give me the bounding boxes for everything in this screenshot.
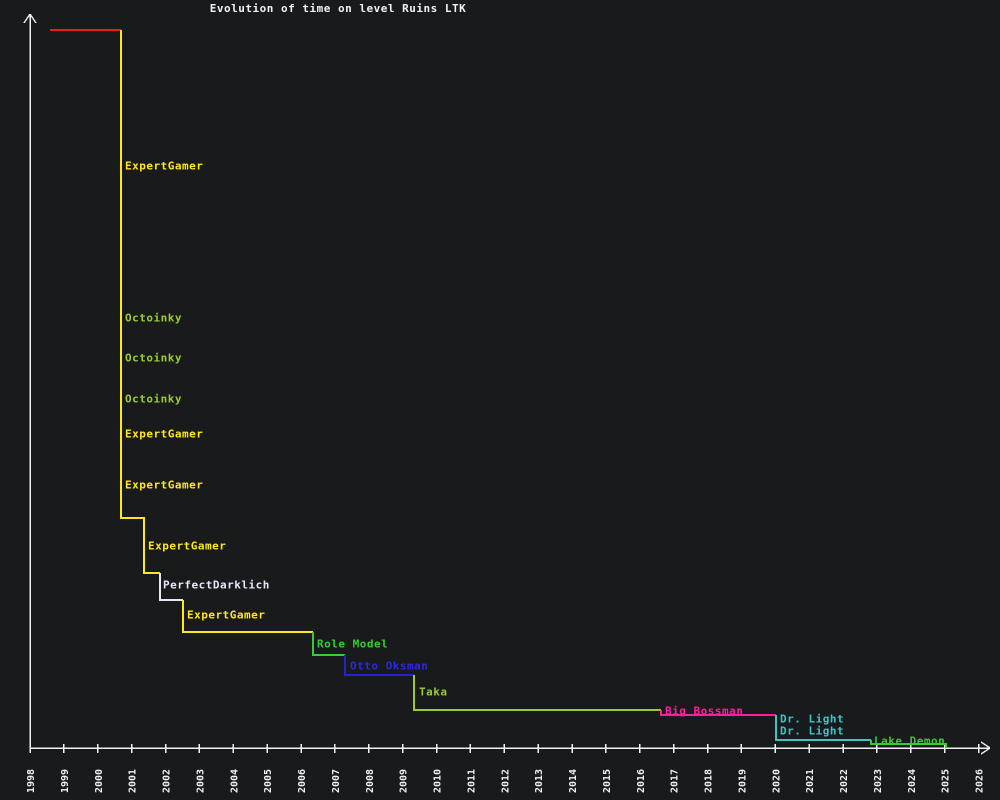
record-label: Taka [419, 686, 448, 699]
axis-tick-label: 2023 [873, 769, 884, 793]
record-segment-expertgamer-octoinky-2000 [120, 30, 160, 574]
record-segment-taka [413, 675, 661, 711]
record-label: ExpertGamer [187, 609, 265, 622]
record-label: Lake Demon [874, 735, 945, 748]
x-axis-arrow [980, 741, 991, 749]
record-label: PerfectDarklich [163, 579, 270, 592]
axis-tick-label: 2015 [602, 769, 613, 793]
axis-tick-label: 2006 [297, 769, 308, 793]
record-segment-big-bossman [660, 710, 776, 716]
record-label: Dr. Light [780, 713, 844, 726]
record-label: Octoinky [125, 312, 182, 325]
record-label: Role Model [317, 638, 388, 651]
y-axis-arrow [29, 13, 37, 24]
axis-tick-label: 2012 [500, 769, 511, 793]
axis-tick-label: 2003 [195, 769, 206, 793]
axis-tick-label: 2009 [399, 769, 410, 793]
record-segment-expertgamer-2002 [182, 600, 313, 633]
record-label: ExpertGamer [125, 160, 203, 173]
y-axis-arrow [23, 13, 31, 24]
axis-tick-label: 2007 [331, 769, 342, 793]
record-label: Dr. Light [780, 725, 844, 738]
axis-tick-label: 2018 [704, 769, 715, 793]
axis-tick-label: 2008 [365, 769, 376, 793]
axis-tick-label: 2004 [229, 769, 240, 793]
axis-tick-label: 2016 [636, 769, 647, 793]
record-segment-perfectdarklich [159, 573, 183, 601]
axis-tick-label: 2025 [941, 769, 952, 793]
axis-tick-label: 2014 [568, 769, 579, 793]
record-segment-otto-oksman [344, 655, 414, 676]
record-label: Octoinky [125, 393, 182, 406]
record-segment-role-model [312, 632, 345, 656]
axis-tick-label: 2019 [737, 769, 748, 793]
x-axis-arrow [980, 747, 991, 755]
axis-tick-label: 2002 [162, 769, 173, 793]
axis-tick-label: 2020 [771, 769, 782, 793]
record-label: Otto Oksman [350, 660, 428, 673]
axis-tick-label: 2021 [805, 769, 816, 793]
axis-tick-label: 2001 [128, 769, 139, 793]
record-segment-lake-demon [870, 740, 947, 748]
record-label: Octoinky [125, 352, 182, 365]
axis-tick-label: 2000 [94, 769, 105, 793]
axis-tick-label: 2017 [670, 769, 681, 793]
record-label: ExpertGamer [125, 479, 203, 492]
axis-tick-label: 2022 [839, 769, 850, 793]
axis-tick-label: 2011 [466, 769, 477, 793]
record-label: Big Bossman [665, 705, 743, 718]
chart-title: Evolution of time on level Ruins LTK [209, 2, 467, 15]
axis-tick-label: 2026 [975, 769, 986, 793]
axis-tick-label: 1998 [26, 769, 37, 793]
record-segment-dr-light [775, 715, 871, 741]
record-label: ExpertGamer [125, 428, 203, 441]
axis-tick-label: 2024 [907, 769, 918, 793]
axis-tick-label: 2005 [263, 769, 274, 793]
axis-tick-label: 2010 [433, 769, 444, 793]
record-label: ExpertGamer [148, 540, 226, 553]
axis-tick-label: 1999 [60, 769, 71, 793]
axis-tick-label: 2013 [534, 769, 545, 793]
